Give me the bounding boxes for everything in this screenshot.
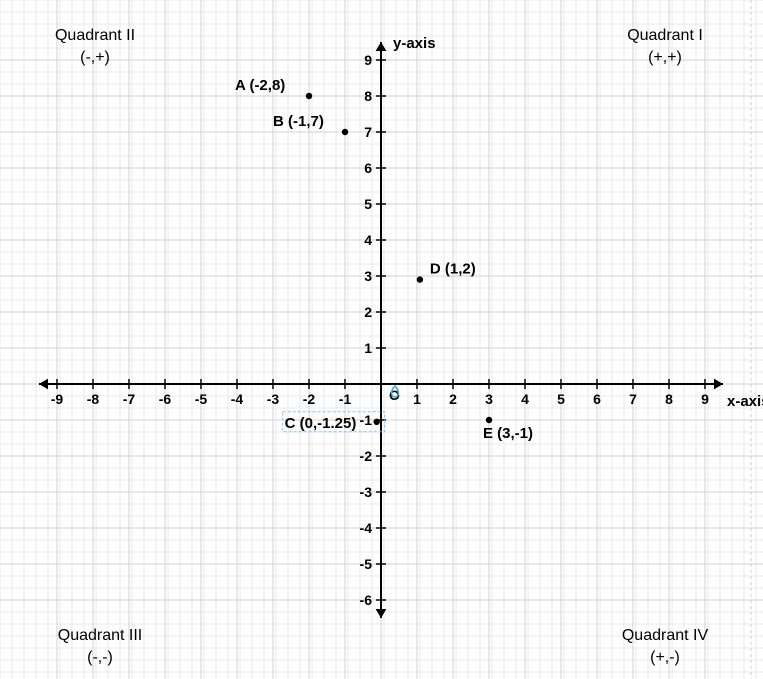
coordinate-plane-figure: -9 -8 -7 -6 -5 -4 -3 -2 -1 1 2 3 4 5 6 7 8 9 x-axis -6 -5 -4 -… — [0, 0, 763, 679]
y-tick-label: 5 — [364, 196, 372, 212]
quadrant-signs-0: (-,+) — [80, 49, 110, 66]
x-axis-title: x-axis — [727, 393, 763, 410]
x-tick-label: -3 — [267, 391, 280, 407]
point-D — [417, 276, 423, 282]
x-tick-label: 6 — [593, 391, 601, 407]
y-axis-title: y-axis — [393, 35, 436, 52]
point-label-E: E (3,-1) — [483, 425, 533, 442]
y-tick-label: 4 — [364, 232, 372, 248]
x-tick-label: 7 — [629, 391, 637, 407]
x-tick-label: -8 — [87, 391, 100, 407]
x-tick-label: 9 — [701, 391, 709, 407]
quadrant-title-2: Quadrant III — [58, 627, 143, 644]
x-tick-label: -2 — [303, 391, 316, 407]
quadrant-signs-2: (-,-) — [87, 649, 113, 666]
x-tick-label: 8 — [665, 391, 673, 407]
quadrant-title-3: Quadrant IV — [622, 627, 709, 644]
y-tick-label: -5 — [360, 556, 373, 572]
point-label-B: B (-1,7) — [273, 113, 324, 130]
y-tick-label: -3 — [360, 484, 373, 500]
point-E — [486, 417, 492, 423]
x-tick-label: -7 — [123, 391, 136, 407]
quadrant-signs-1: (+,+) — [648, 49, 682, 66]
point-B — [342, 129, 348, 135]
y-tick-label: 3 — [364, 268, 372, 284]
y-tick-label: 2 — [364, 304, 372, 320]
plane-svg: -9 -8 -7 -6 -5 -4 -3 -2 -1 1 2 3 4 5 6 7 8 9 x-axis -6 -5 -4 -… — [0, 0, 763, 679]
point-label-C: C (0,-1.25) — [285, 415, 357, 432]
x-tick-label: -4 — [231, 391, 244, 407]
x-tick-label: 2 — [449, 391, 457, 407]
y-tick-label: 1 — [364, 340, 372, 356]
quadrant-signs-3: (+,-) — [650, 649, 680, 666]
point-C — [373, 419, 379, 425]
quadrant-title-1: Quadrant I — [627, 27, 703, 44]
point-A — [306, 93, 312, 99]
y-tick-label: -6 — [360, 592, 373, 608]
x-tick-label: 1 — [413, 391, 421, 407]
x-tick-label: -1 — [339, 391, 352, 407]
y-tick-label: 7 — [364, 124, 372, 140]
point-label-D: D (1,2) — [430, 261, 476, 278]
y-tick-label: 9 — [364, 52, 372, 68]
x-tick-label: 5 — [557, 391, 565, 407]
y-tick-label: 6 — [364, 160, 372, 176]
x-tick-label: -5 — [195, 391, 208, 407]
y-tick-label: -4 — [360, 520, 373, 536]
quadrant-title-0: Quadrant II — [55, 27, 135, 44]
y-tick-label: 8 — [364, 88, 372, 104]
x-tick-label: 3 — [485, 391, 493, 407]
y-tick-label: -1 — [360, 412, 373, 428]
y-tick-label: -2 — [360, 448, 373, 464]
x-tick-label: 4 — [521, 391, 529, 407]
x-tick-label: -6 — [159, 391, 172, 407]
x-tick-label: -9 — [51, 391, 64, 407]
point-label-A: A (-2,8) — [235, 77, 285, 94]
